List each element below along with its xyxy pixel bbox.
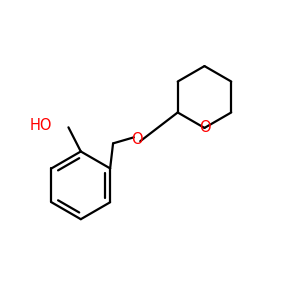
Text: O: O xyxy=(131,132,142,147)
Text: O: O xyxy=(199,120,210,135)
Text: HO: HO xyxy=(30,118,52,134)
